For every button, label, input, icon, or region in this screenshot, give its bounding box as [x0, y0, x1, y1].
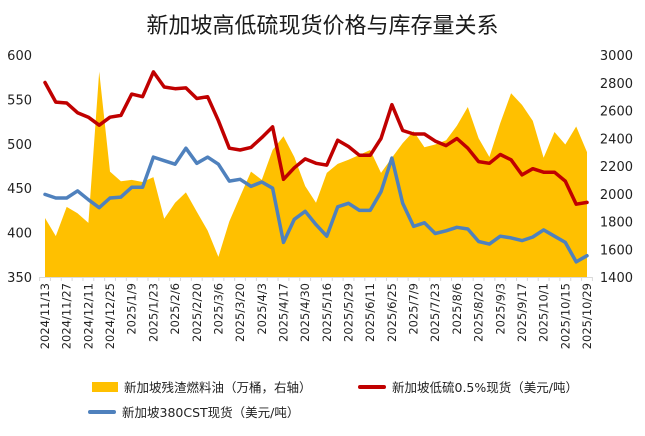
left-axis-tick-label: 400 [7, 227, 32, 242]
legend-item-380cst: 新加坡380CST现货（美元/吨） [88, 402, 299, 421]
right-axis-tick-label: 2000 [600, 188, 633, 203]
legend-swatch-lsfo [358, 384, 386, 389]
x-axis-tick-label: 2025/10/1 [537, 283, 551, 342]
x-axis-tick-label: 2025/7/23 [428, 283, 442, 342]
lsfo-line [43, 70, 589, 206]
legend-item-inventory: 新加坡残渣燃料油（万桶，右轴） [92, 377, 312, 396]
x-axis-tick-label: 2025/10/15 [558, 283, 572, 349]
x-axis-tick-label: 2025/5/16 [320, 283, 334, 342]
right-axis-tick-label: 1800 [600, 216, 633, 231]
x-axis-tick-label: 2024/11/27 [60, 283, 74, 349]
x-axis-tick-label: 2025/9/17 [515, 283, 529, 342]
legend-label-inventory: 新加坡残渣燃料油（万桶，右轴） [124, 380, 312, 395]
x-axis-tick-label: 2025/1/9 [125, 283, 139, 335]
x-axis-tick-label: 2025/9/3 [493, 283, 507, 335]
x-axis-tick-label: 2025/3/20 [233, 283, 247, 342]
right-axis-tick-label: 1400 [600, 271, 633, 286]
left-axis-tick-label: 550 [7, 93, 32, 108]
x-axis-tick-label: 2025/4/30 [298, 283, 312, 342]
x-axis-tick-label: 2025/6/25 [385, 283, 399, 342]
legend-item-lsfo: 新加坡低硫0.5%现货（美元/吨） [358, 377, 578, 396]
x-axis-tick-label: 2025/6/11 [363, 283, 377, 342]
right-axis-tick-label: 2400 [600, 132, 633, 147]
left-axis-tick-label: 600 [7, 49, 32, 64]
legend-label-lsfo: 新加坡低硫0.5%现货（美元/吨） [392, 380, 578, 395]
x-axis-tick-label: 2025/10/29 [580, 283, 594, 349]
legend-swatch-inventory [92, 381, 118, 392]
chart-title: 新加坡高低硫现货价格与库存量关系 [146, 14, 499, 39]
legend-label-380cst: 新加坡380CST现货（美元/吨） [122, 405, 300, 420]
cst380-line [43, 146, 589, 264]
x-axis-tick-label: 2025/3/6 [211, 283, 225, 335]
x-axis-tick-label: 2025/2/20 [190, 283, 204, 342]
x-axis-tick-label: 2025/1/23 [146, 283, 160, 342]
right-axis-tick-label: 1600 [600, 243, 633, 258]
right-axis-tick-label: 3000 [600, 49, 633, 64]
left-axis-tick-label: 450 [7, 182, 32, 197]
inventory-area [45, 71, 587, 277]
x-axis-tick-label: 2025/8/20 [472, 283, 486, 342]
x-axis-tick-label: 2025/7/9 [407, 283, 421, 335]
x-axis-tick-label: 2024/12/25 [103, 283, 117, 349]
left-axis-tick-label: 500 [7, 138, 32, 153]
x-axis-tick-label: 2025/4/17 [277, 283, 291, 342]
right-axis-tick-label: 2600 [600, 105, 633, 120]
right-axis-tick-label: 2800 [600, 77, 633, 92]
right-axis-tick-label: 2200 [600, 160, 633, 175]
left-axis-tick-label: 350 [7, 271, 32, 286]
x-axis-tick-label: 2025/5/29 [342, 283, 356, 342]
legend-swatch-380cst [88, 409, 116, 414]
x-axis-tick-label: 2025/8/6 [450, 283, 464, 335]
x-axis-tick-label: 2024/12/11 [81, 283, 95, 349]
x-axis-tick-label: 2025/4/3 [255, 283, 269, 335]
x-axis-tick-label: 2025/2/6 [168, 283, 182, 335]
x-axis-tick-label: 2024/11/13 [38, 283, 52, 349]
